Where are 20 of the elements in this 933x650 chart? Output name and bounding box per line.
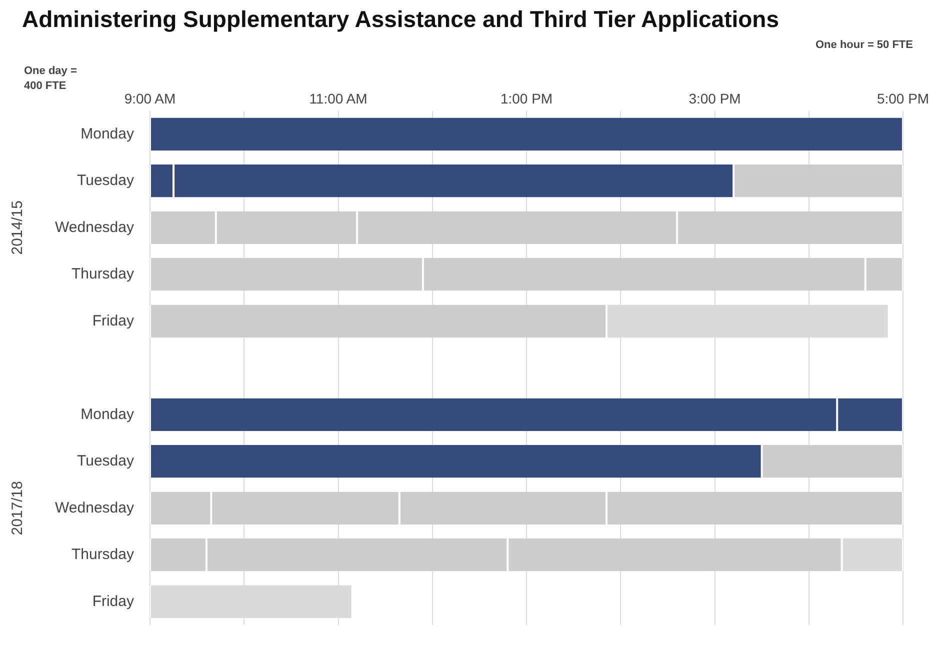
- y-tick-label: Friday: [92, 592, 134, 610]
- y-tick-label: Friday: [92, 312, 134, 330]
- y-tick-label: Tuesday: [77, 172, 134, 190]
- x-tick-label: 1:00 PM: [500, 90, 553, 106]
- x-tick-label: 3:00 PM: [688, 90, 741, 106]
- y-tick-label: Wednesday: [55, 218, 134, 236]
- x-tick-label: 9:00 AM: [124, 90, 176, 106]
- x-tick-label: 11:00 AM: [309, 90, 368, 106]
- text: 2017/18: [9, 481, 26, 536]
- x-tick-label: 5:00 PM: [876, 90, 930, 106]
- text: One day = 400 FTE: [24, 64, 78, 94]
- y-tick-label: Thursday: [71, 546, 134, 564]
- y-tick-label: Wednesday: [55, 499, 134, 516]
- text: 2014/15: [9, 200, 26, 255]
- y-tick-label: Monday: [80, 406, 134, 423]
- y-tick-label: Thursday: [71, 266, 134, 283]
- y-tick-label: Monday: [80, 125, 134, 142]
- text: One hour = 50 FTE: [816, 38, 913, 53]
- y-tick-label: Tuesday: [77, 452, 134, 470]
- chart-title: Administering Supplementary Assistance and Third Tier Applications: [22, 6, 780, 33]
